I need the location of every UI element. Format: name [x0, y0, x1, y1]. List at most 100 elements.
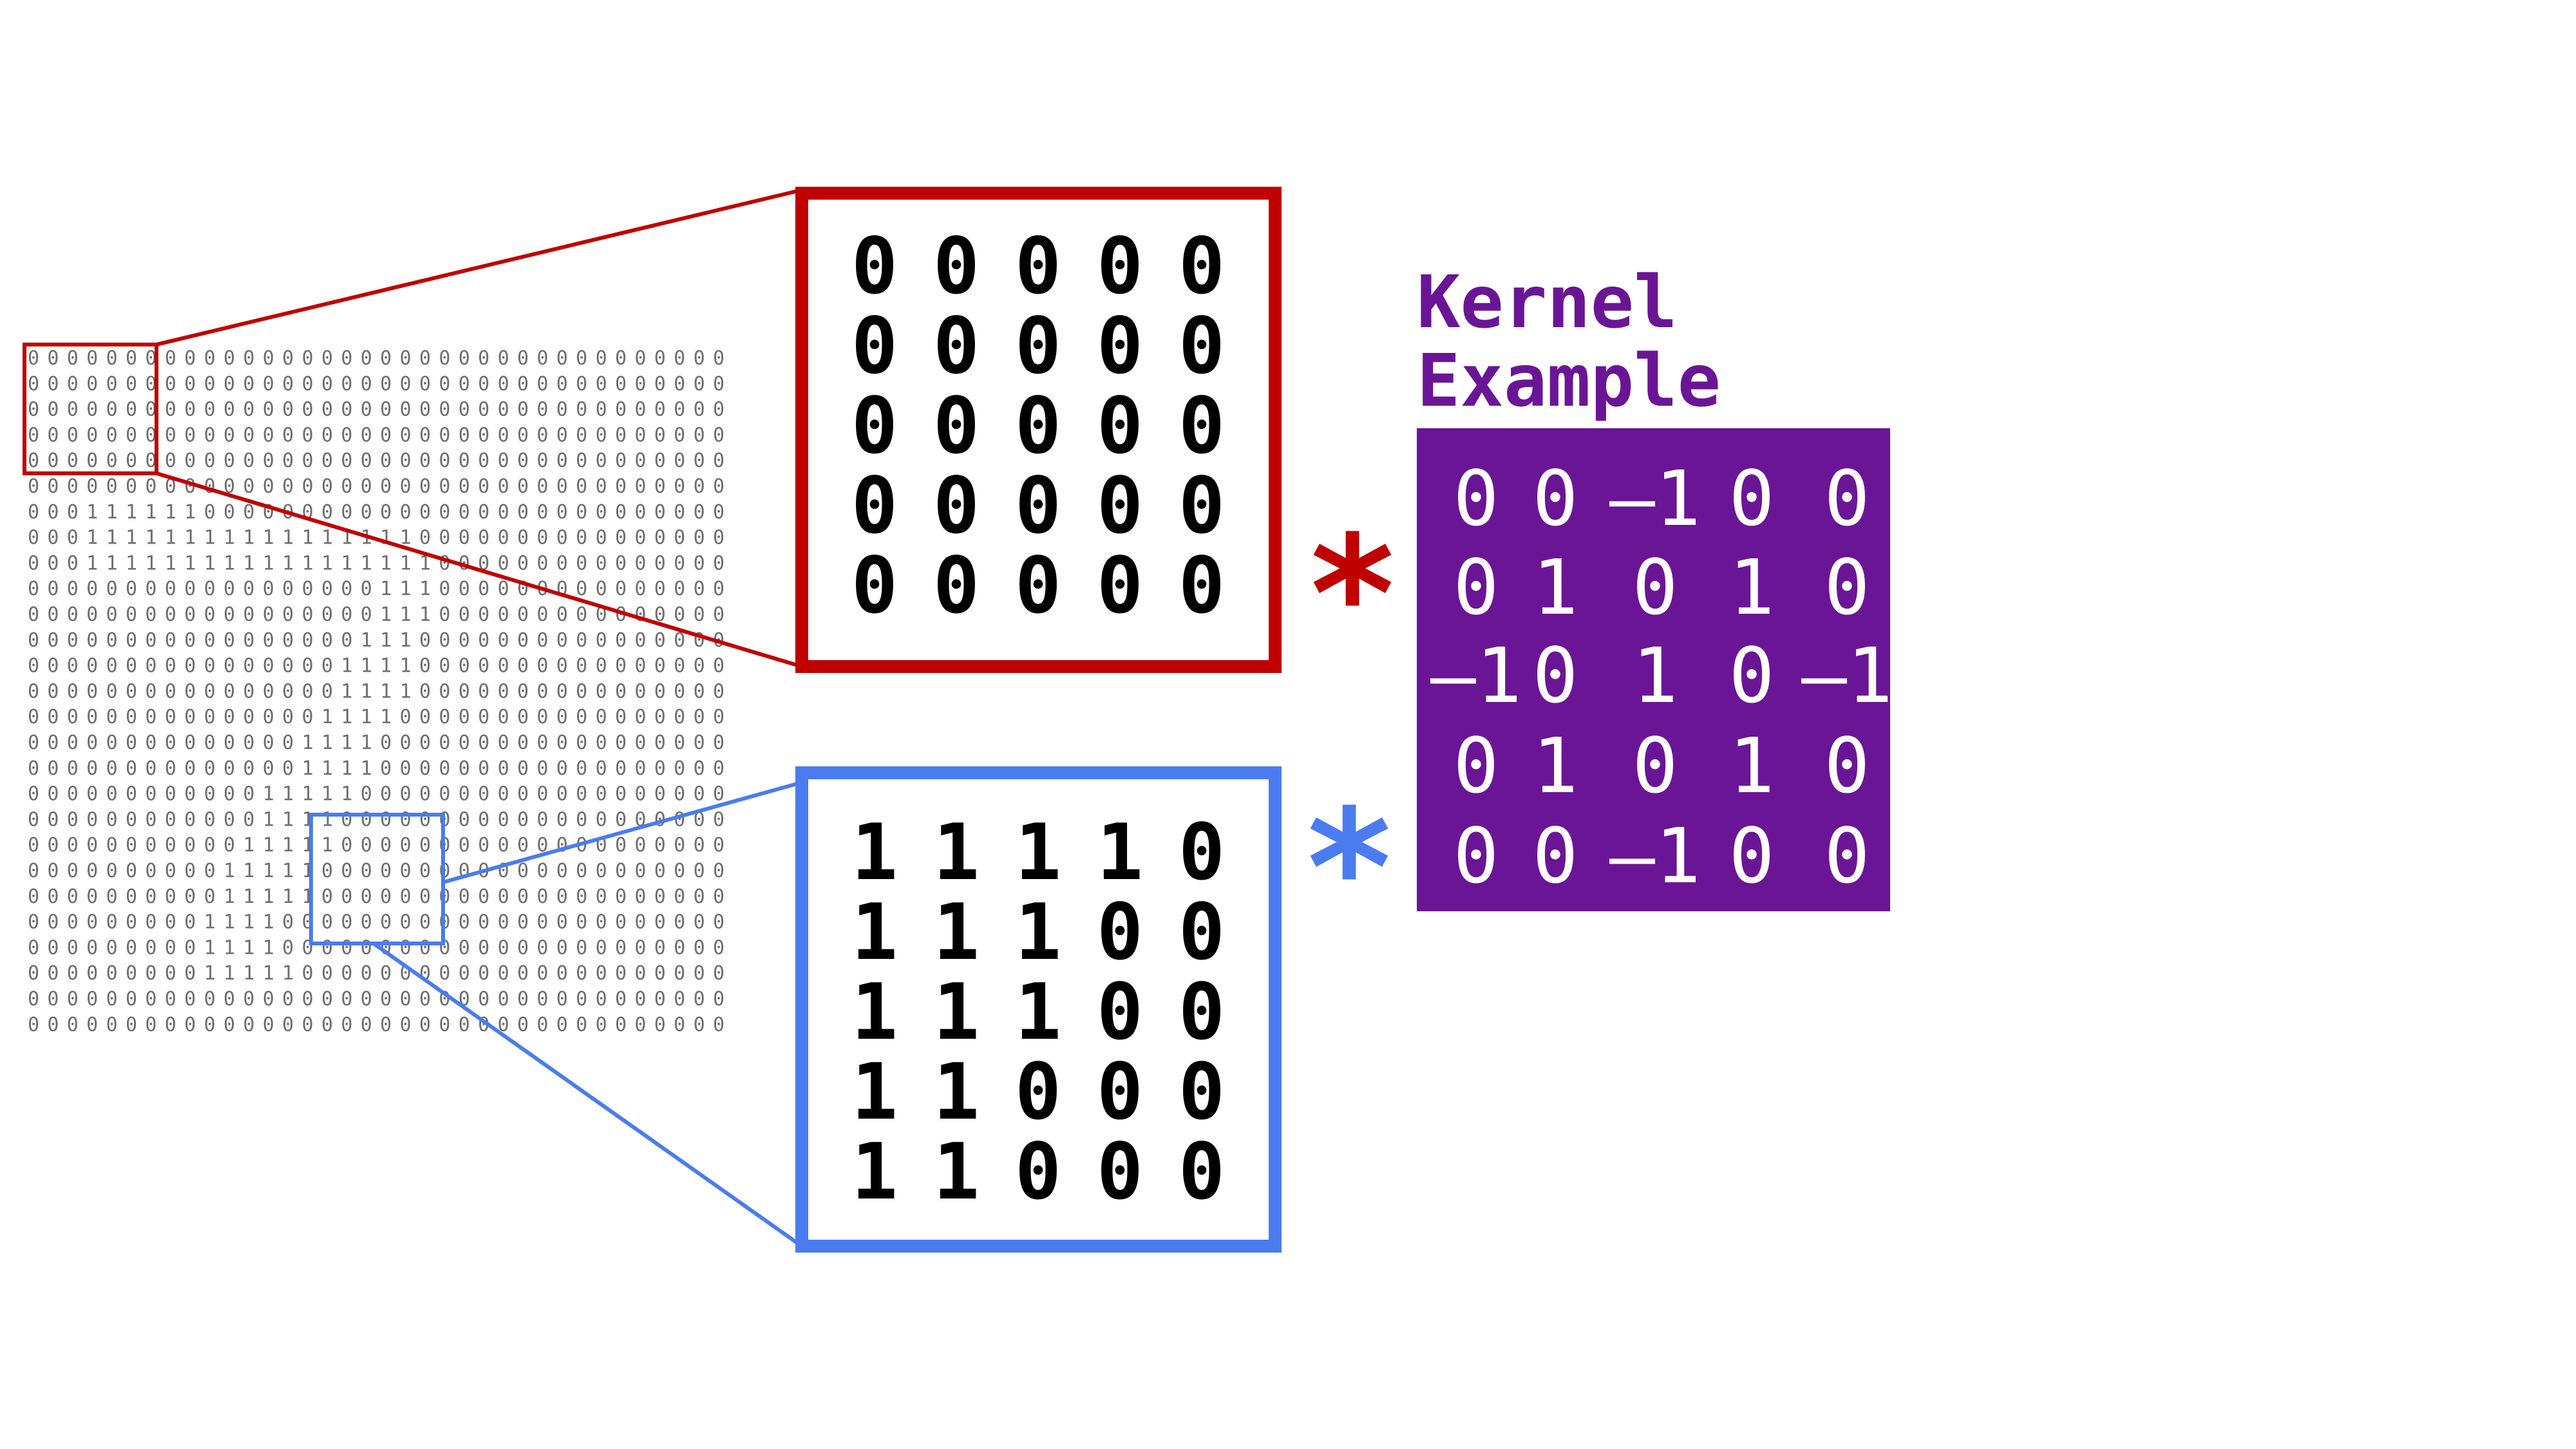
grid-cell-value: 0	[694, 655, 705, 677]
grid-cell-value: 0	[28, 629, 39, 652]
grid-cell-value: 0	[263, 988, 274, 1010]
grid-cell-value: 0	[713, 347, 724, 370]
grid-cell-value: 0	[556, 962, 568, 985]
grid-cell-value: 1	[302, 552, 314, 574]
grid-cell-value: 0	[517, 834, 529, 857]
grid-cell-value: 0	[439, 732, 450, 754]
grid-cell-value: 0	[282, 450, 294, 472]
grid-cell-value: 0	[263, 757, 274, 780]
grid-cell-value: 1	[400, 680, 412, 703]
grid-cell-value: 0	[106, 399, 118, 421]
grid-cell-value: 1	[282, 860, 294, 882]
grid-cell-value: 0	[419, 424, 431, 446]
grid-cell-value: 0	[576, 783, 587, 806]
grid-cell-value: 0	[556, 424, 568, 446]
grid-cell-value: 0	[28, 399, 39, 421]
grid-cell-value: 0	[282, 988, 294, 1010]
grid-cell-value: 0	[145, 706, 156, 728]
red-patch-cell: 0	[1097, 302, 1143, 392]
grid-cell-value: 0	[459, 680, 470, 703]
grid-cell-value: 0	[517, 655, 529, 677]
grid-cell-value: 0	[223, 1014, 235, 1036]
grid-cell-value: 0	[67, 988, 79, 1010]
grid-cell-value: 0	[341, 347, 352, 370]
grid-cell-value: 0	[282, 911, 294, 934]
grid-cell-value: 0	[361, 783, 372, 806]
grid-cell-value: 0	[67, 860, 79, 882]
grid-cell-value: 0	[184, 373, 196, 395]
grid-cell-value: 0	[243, 655, 254, 677]
grid-cell-value: 0	[615, 1014, 627, 1036]
grid-cell-value: 0	[634, 732, 646, 754]
grid-cell-value: 0	[536, 680, 548, 703]
grid-cell-value: 0	[439, 373, 450, 395]
grid-cell-value: 0	[615, 655, 627, 677]
grid-cell-value: 1	[263, 552, 274, 574]
grid-cell-value: 0	[302, 1014, 314, 1036]
red-patch-values: 0 0 0 0 00 0 0 0 00 0 0 0 00 0 0 0 00 0 0 0 0	[851, 222, 1225, 631]
grid-cell-value: 0	[204, 732, 216, 754]
grid-cell-value: 0	[145, 450, 156, 472]
grid-cell-value: 0	[47, 578, 59, 600]
kernel-cell: 0	[1824, 454, 1870, 543]
grid-cell-value: 0	[28, 603, 39, 626]
grid-cell-value: 1	[282, 808, 294, 831]
grid-cell-value: 0	[596, 527, 607, 549]
grid-cell-value: 0	[28, 757, 39, 780]
grid-cell-value: 0	[67, 1014, 79, 1036]
grid-cell-value: 0	[106, 475, 118, 498]
grid-cell-value: 0	[86, 680, 98, 703]
grid-cell-value: 1	[380, 706, 392, 728]
grid-cell-value: 0	[694, 450, 705, 472]
grid-cell-value: 0	[380, 783, 392, 806]
grid-cell-value: 0	[165, 578, 176, 600]
grid-cell-value: 0	[47, 860, 59, 882]
grid-cell-value: 0	[517, 706, 529, 728]
grid-cell-value: 0	[694, 1014, 705, 1036]
grid-cell-value: 0	[165, 424, 176, 446]
grid-cell-value: 0	[459, 911, 470, 934]
grid-cell-value: 1	[400, 552, 412, 574]
grid-cell-value: 0	[86, 808, 98, 831]
grid-cell-value: 0	[263, 603, 274, 626]
grid-cell-value: 0	[145, 1014, 156, 1036]
grid-cell-value: 0	[361, 399, 372, 421]
blue-zoom-panel: 1 1 1 1 01 1 1 0 01 1 1 0 01 1 0 0 01 1 0 0 0	[795, 766, 1282, 1253]
grid-cell-value: 0	[634, 988, 646, 1010]
grid-cell-value: 0	[615, 527, 627, 549]
grid-cell-value: 0	[341, 834, 352, 857]
grid-cell-value: 0	[654, 501, 666, 524]
grid-cell-value: 0	[694, 757, 705, 780]
grid-cell-value: 1	[145, 501, 156, 524]
grid-cell-value: 0	[674, 501, 685, 524]
grid-cell-value: 0	[459, 1014, 470, 1036]
grid-cell-value: 0	[478, 424, 489, 446]
grid-cell-value: 0	[634, 475, 646, 498]
grid-cell-value: 0	[400, 424, 412, 446]
grid-cell-value: 0	[47, 988, 59, 1010]
grid-cell-value: 0	[498, 578, 509, 600]
grid-cell-value: 0	[361, 911, 372, 934]
grid-cell-value: 0	[713, 680, 724, 703]
grid-cell-value: 0	[556, 603, 568, 626]
grid-cell-value: 0	[596, 757, 607, 780]
grid-cell-value: 0	[47, 962, 59, 985]
grid-cell-value: 0	[380, 1014, 392, 1036]
grid-cell-value: 0	[459, 527, 470, 549]
grid-cell-value: 0	[67, 680, 79, 703]
grid-cell-value: 0	[517, 988, 529, 1010]
grid-cell-value: 0	[517, 501, 529, 524]
grid-cell-value: 0	[400, 936, 412, 959]
grid-cell-value: 0	[478, 808, 489, 831]
grid-cell-value: 0	[380, 475, 392, 498]
grid-cell-value: 0	[165, 757, 176, 780]
grid-cell-value: 0	[517, 757, 529, 780]
grid-cell-value: 0	[321, 603, 333, 626]
kernel-cell: 0	[1824, 543, 1870, 632]
red-patch-cell: 0	[1179, 542, 1225, 631]
grid-cell-value: 0	[86, 757, 98, 780]
grid-cell-value: 0	[634, 501, 646, 524]
grid-cell-value: 0	[596, 424, 607, 446]
grid-cell-value: 0	[67, 834, 79, 857]
grid-cell-value: 0	[282, 373, 294, 395]
